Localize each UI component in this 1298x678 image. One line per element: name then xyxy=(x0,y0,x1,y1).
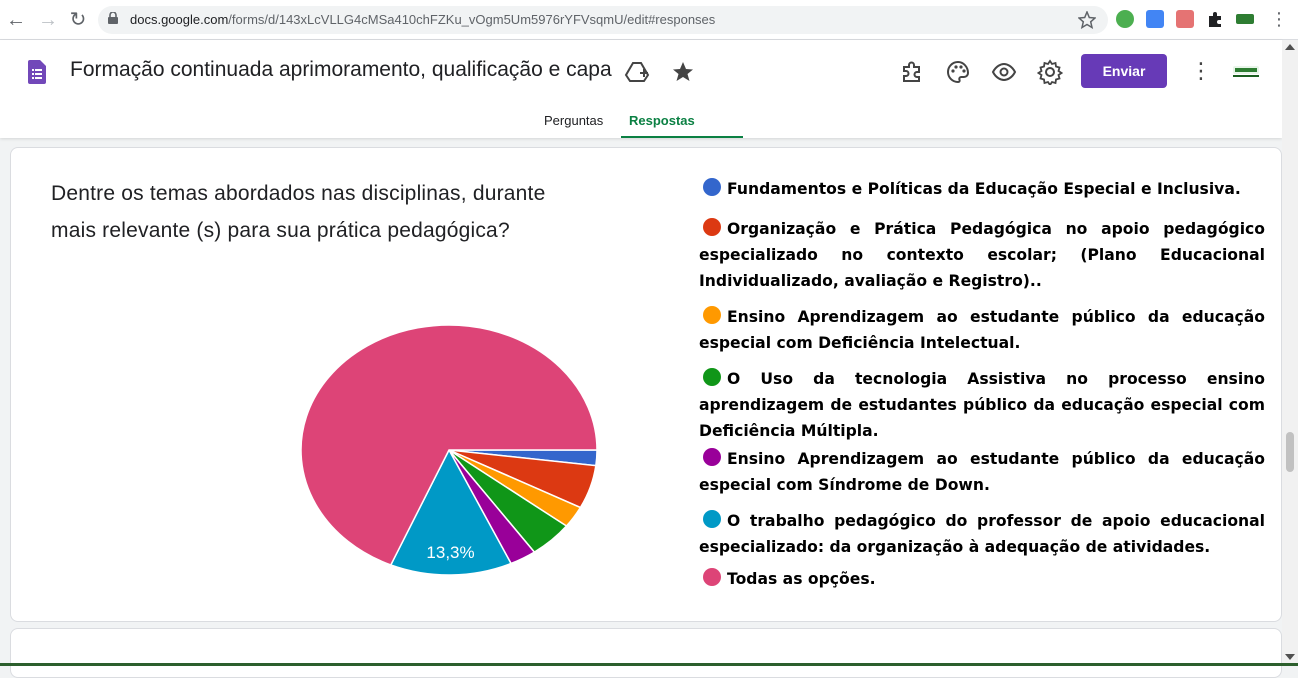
legend-label-6: O trabalho pedagógico do professor de ap… xyxy=(699,512,1265,556)
legend-label-4: O Uso da tecnologia Assistiva no process… xyxy=(699,370,1265,440)
scroll-down-arrow-icon[interactable] xyxy=(1285,654,1295,660)
legend-swatch-2 xyxy=(703,218,721,236)
tab-responses[interactable]: Respostas xyxy=(629,113,695,128)
addons-puzzle-icon[interactable] xyxy=(899,59,925,85)
legend-label-2: Organização e Prática Pedagógica no apoi… xyxy=(699,220,1265,290)
scrollbar-thumb[interactable] xyxy=(1286,432,1294,472)
legend-label-3: Ensino Aprendizagem ao estudante público… xyxy=(699,308,1265,352)
forms-header: Formação continuada aprimoramento, quali… xyxy=(0,40,1282,138)
extensions-puzzle-icon[interactable] xyxy=(1206,10,1224,28)
extension-pdf-icon[interactable] xyxy=(1176,10,1194,28)
legend-label-1: Fundamentos e Políticas da Educação Espe… xyxy=(727,180,1241,198)
browser-menu-icon[interactable]: ⋮ xyxy=(1270,9,1288,29)
ceespi-logo-icon xyxy=(1233,66,1259,77)
url-host: docs.google.com xyxy=(130,12,229,27)
lock-icon xyxy=(108,12,118,24)
legend-item-5: Ensino Aprendizagem ao estudante público… xyxy=(699,446,1265,498)
legend-swatch-4 xyxy=(703,368,721,386)
tab-questions[interactable]: Perguntas xyxy=(544,113,604,128)
legend-label-5: Ensino Aprendizagem ao estudante público… xyxy=(699,450,1265,494)
question-title-line-1: Dentre os temas abordados nas disciplina… xyxy=(51,182,546,205)
question-summary-card: Dentre os temas abordados nas disciplina… xyxy=(10,147,1282,622)
legend-item-2: Organização e Prática Pedagógica no apoi… xyxy=(699,216,1265,294)
pie-chart: 68,5% 13,3% xyxy=(300,323,598,576)
pie-data-label-2: 13,3% xyxy=(426,543,474,562)
url-text: docs.google.com/forms/d/143xLcVLLG4cMSa4… xyxy=(130,12,715,27)
form-title[interactable]: Formação continuada aprimoramento, quali… xyxy=(70,58,612,81)
legend-swatch-6 xyxy=(703,510,721,528)
settings-gear-icon[interactable] xyxy=(1037,59,1063,85)
url-path: /forms/d/143xLcVLLG4cMSa410chFZKu_vOgm5U… xyxy=(228,12,716,27)
extension-ceespi-icon[interactable] xyxy=(1236,14,1254,24)
send-button[interactable]: Enviar xyxy=(1081,54,1167,88)
address-bar[interactable]: docs.google.com/forms/d/143xLcVLLG4cMSa4… xyxy=(98,6,1108,34)
pie-data-label-1: 68,5% xyxy=(371,323,419,327)
active-tab-indicator xyxy=(621,136,743,138)
move-to-drive-icon[interactable] xyxy=(624,59,650,85)
legend-item-4: O Uso da tecnologia Assistiva no process… xyxy=(699,366,1265,444)
legend-item-3: Ensino Aprendizagem ao estudante público… xyxy=(699,304,1265,356)
legend-item-7: Todas as opções. xyxy=(699,566,1265,592)
legend-item-1: Fundamentos e Políticas da Educação Espe… xyxy=(699,176,1265,202)
extension-globe-icon[interactable] xyxy=(1116,10,1134,28)
legend-item-6: O trabalho pedagógico do professor de ap… xyxy=(699,508,1265,560)
star-bookmark-icon[interactable] xyxy=(1078,11,1096,29)
taskbar-edge xyxy=(0,663,1298,666)
legend-swatch-3 xyxy=(703,306,721,324)
palette-icon[interactable] xyxy=(945,59,971,85)
back-arrow-icon[interactable]: ← xyxy=(6,9,26,31)
more-options-icon[interactable]: ⋮ xyxy=(1190,58,1212,83)
legend-swatch-1 xyxy=(703,178,721,196)
next-question-card xyxy=(10,628,1282,678)
extension-translate-icon[interactable] xyxy=(1146,10,1164,28)
page-scrollbar[interactable] xyxy=(1282,40,1298,666)
pie-slice-6[interactable] xyxy=(389,448,513,576)
legend-label-7: Todas as opções. xyxy=(727,570,876,588)
question-title: Dentre os temas abordados nas disciplina… xyxy=(51,175,691,249)
reload-icon[interactable]: ↻ xyxy=(69,9,87,31)
legend-swatch-5 xyxy=(703,448,721,466)
forward-arrow-icon[interactable]: → xyxy=(38,9,58,31)
preview-eye-icon[interactable] xyxy=(991,59,1017,85)
legend-swatch-7 xyxy=(703,568,721,586)
browser-toolbar: ← → ↻ docs.google.com/forms/d/143xLcVLLG… xyxy=(0,0,1298,40)
google-forms-icon[interactable] xyxy=(28,60,46,84)
scroll-up-arrow-icon[interactable] xyxy=(1285,44,1295,50)
question-title-line-2: mais relevante (s) para sua prática peda… xyxy=(51,219,510,242)
star-icon[interactable] xyxy=(670,59,696,85)
pie-slice-7[interactable] xyxy=(300,324,598,566)
